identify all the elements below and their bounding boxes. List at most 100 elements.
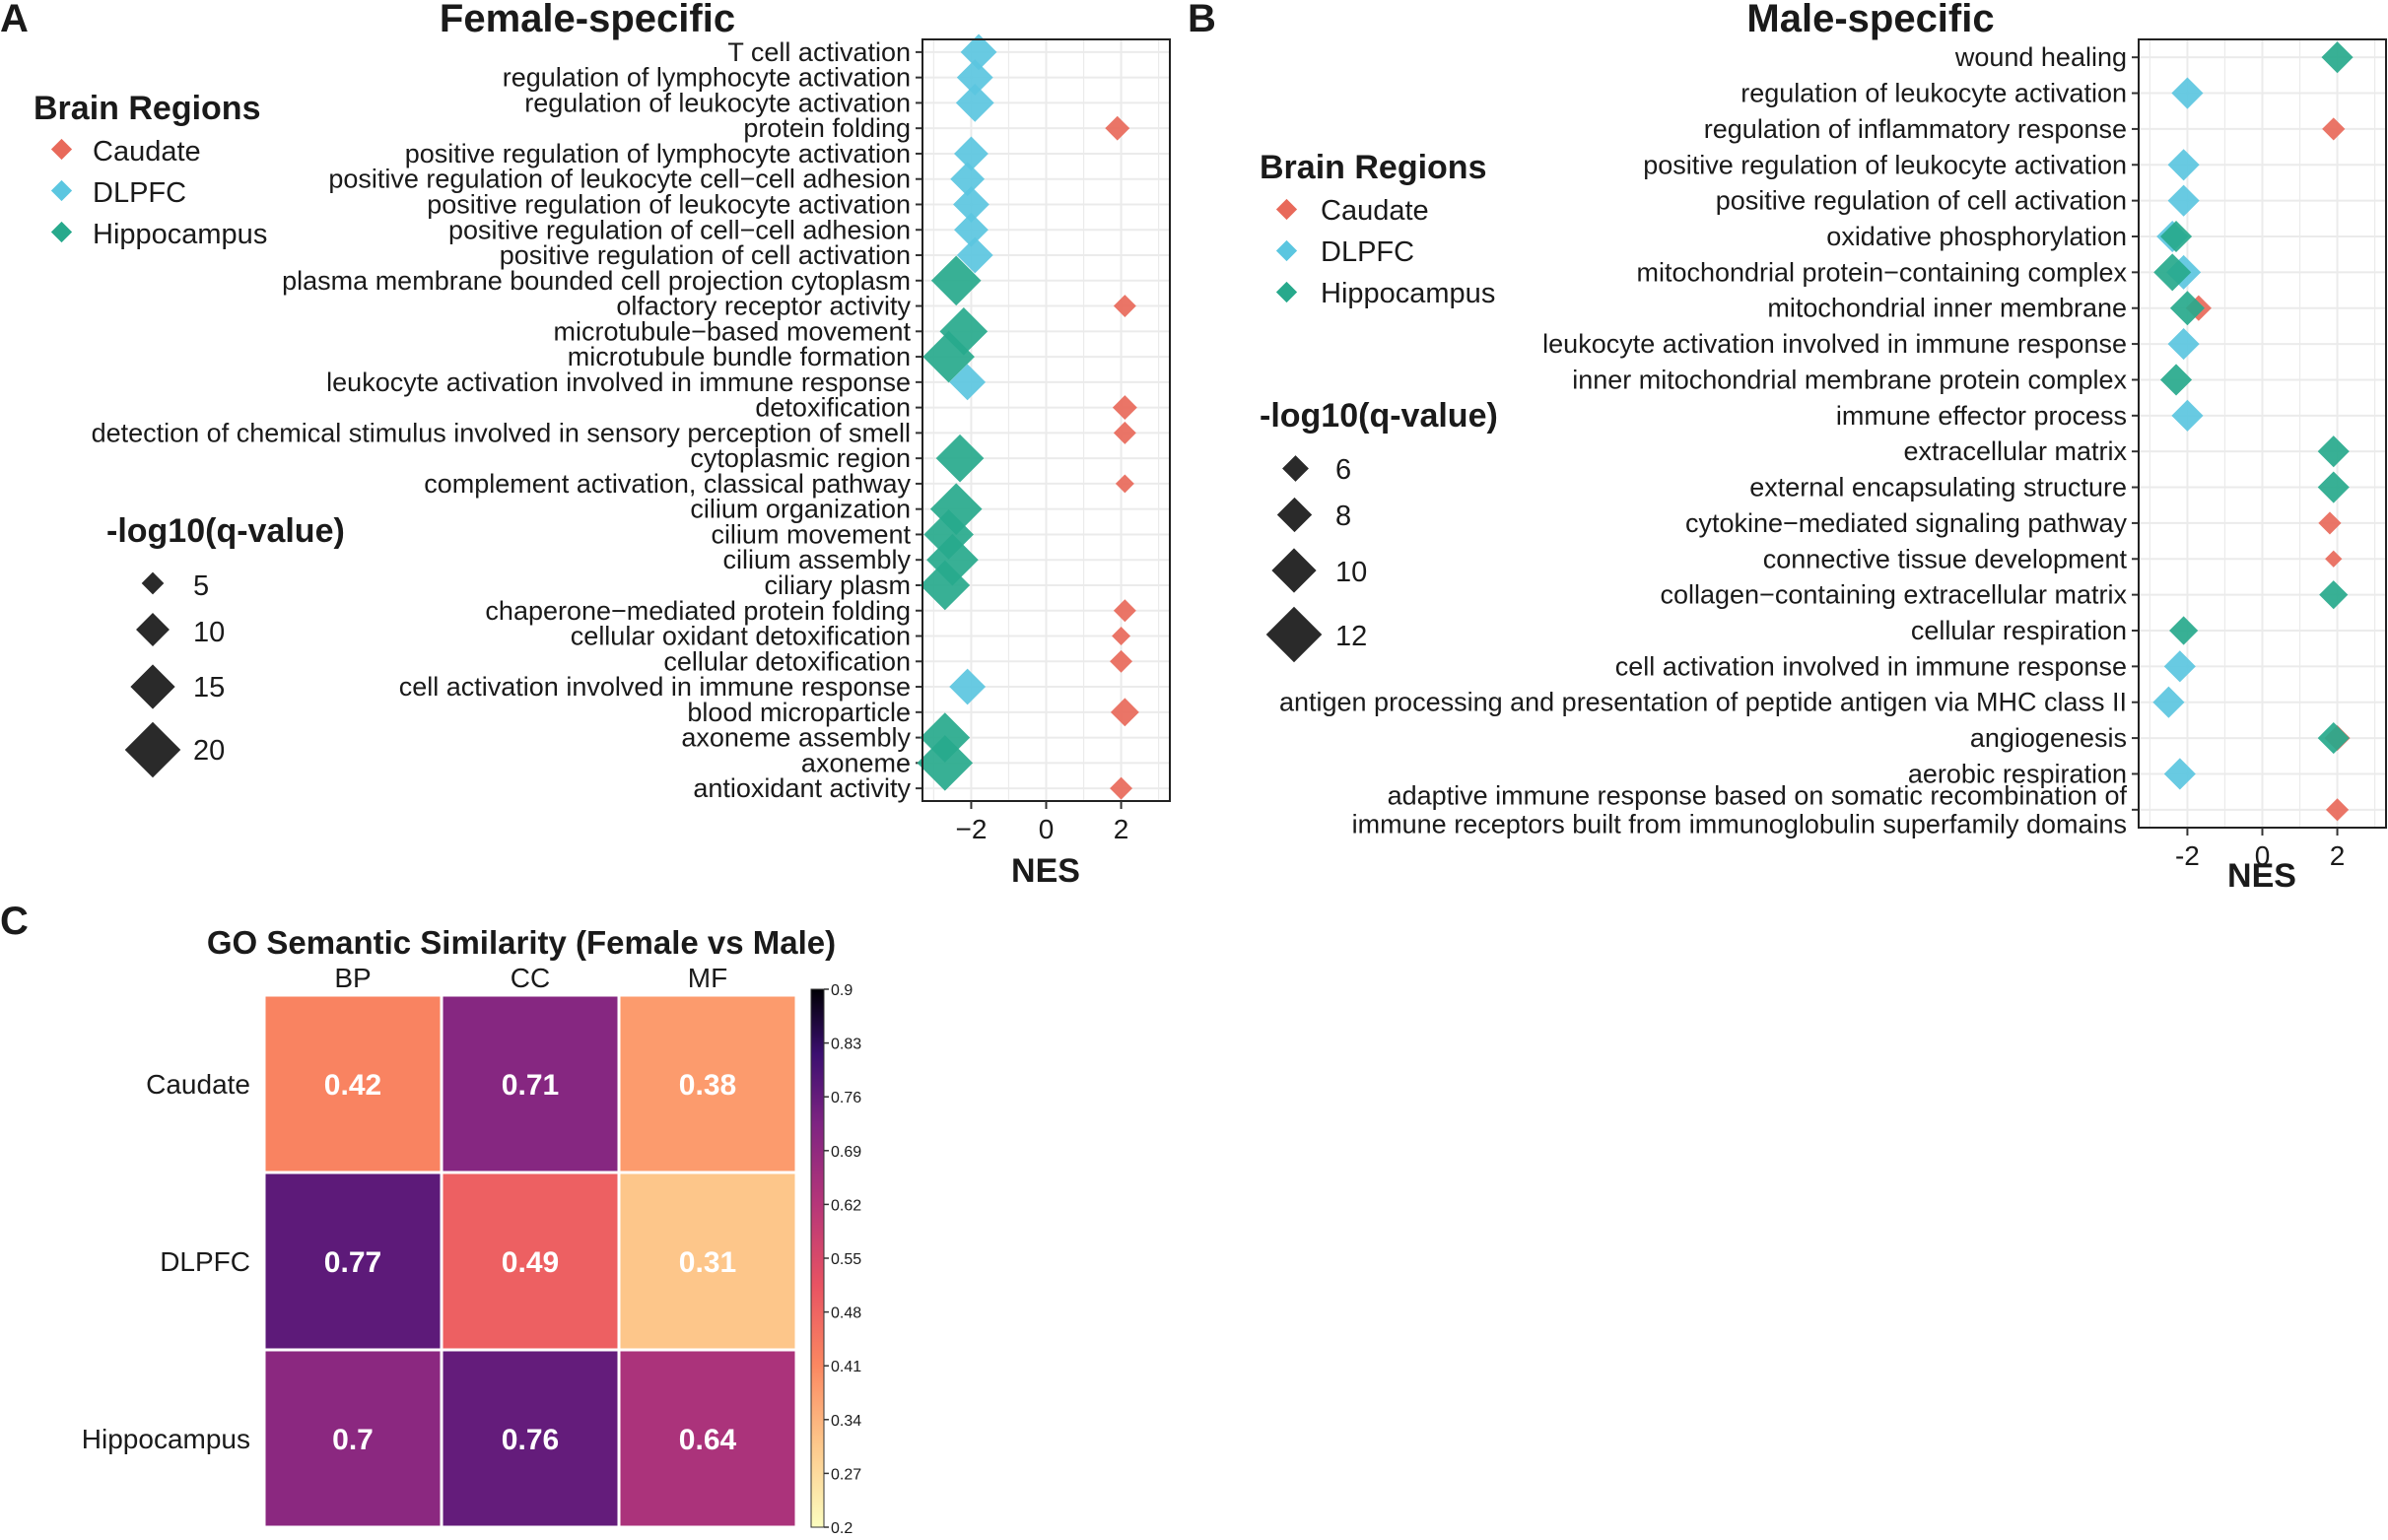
heatmap-value-caudate-mf: 0.38 — [679, 1069, 736, 1102]
size-legend-title: -log10(q-value) — [1260, 397, 1498, 435]
point-dlpfc-leukocyte-activation-involved-in-immune-response — [949, 364, 987, 401]
column-label-bp: BP — [334, 963, 371, 993]
panel-b-size-legend: -log10(q-value) 6 8 10 12 — [1260, 397, 1498, 663]
y-tick-label-leukocyte-activation-involved-in-immune-response: leukocyte activation involved in immune … — [326, 368, 911, 397]
legend-label-dlpfc: DLPFC — [1321, 236, 1414, 268]
heatmap-value-hippocampus-mf: 0.64 — [679, 1424, 737, 1456]
x-tick-label-2: 2 — [1114, 814, 1129, 844]
point-dlpfc-leukocyte-activation-involved-in-immune-response — [2167, 328, 2200, 361]
heatmap-cell-hippocampus-mf — [617, 1348, 798, 1529]
heatmap-value-dlpfc-bp: 0.77 — [324, 1246, 381, 1279]
size-key-15 — [130, 664, 175, 709]
size-key-12 — [1265, 606, 1323, 663]
heatmap-cell-dlpfc-bp — [262, 1171, 443, 1352]
colorbar-tick-label-3: 0.69 — [831, 1144, 861, 1161]
y-tick-label-plasma-membrane-bounded-cell-projection-cytoplasm: plasma membrane bounded cell projection … — [282, 266, 911, 296]
y-tick-label-cellular-respiration: cellular respiration — [1911, 616, 2127, 645]
y-tick-label-cellular-detoxification: cellular detoxification — [663, 646, 911, 676]
panel-a-title: Female-specific — [440, 0, 735, 40]
point-dlpfc-positive-regulation-of-cell-activation — [956, 236, 993, 274]
y-tick-label-cytoplasmic-region: cytoplasmic region — [690, 443, 911, 473]
y-tick-label-external-encapsulating-structure: external encapsulating structure — [1749, 473, 2127, 502]
panel-b: B Male-specific Brain Regions Caudate DL… — [1188, 0, 2387, 895]
heatmap-cell-caudate-cc — [440, 993, 621, 1174]
heatmap-value-hippocampus-bp: 0.7 — [332, 1424, 374, 1456]
point-caudate-chaperone-mediated-protein-folding — [1113, 599, 1136, 623]
y-tick-label-regulation-of-inflammatory-response: regulation of inflammatory response — [1704, 114, 2127, 144]
heatmap-value-dlpfc-mf: 0.31 — [679, 1246, 736, 1279]
size-key-10 — [136, 613, 170, 646]
row-label-hippocampus: Hippocampus — [82, 1424, 250, 1454]
legend-label-hippocampus: Hippocampus — [1321, 278, 1495, 309]
y-tick-label-ciliary-plasm: ciliary plasm — [764, 570, 911, 600]
size-label-10: 10 — [193, 617, 225, 648]
y-tick-label-t-cell-activation: T cell activation — [727, 37, 911, 67]
legend-label-dlpfc: DLPFC — [93, 177, 186, 209]
panel-c: C GO Semantic Similarity (Female vs Male… — [0, 900, 861, 1537]
y-tick-label-extracellular-matrix: extracellular matrix — [1903, 436, 2127, 466]
heatmap-colorbar — [810, 988, 825, 1528]
panel-a-x-ticks: −2 0 2 — [955, 801, 1128, 844]
y-tick-label-mitochondrial-protein-containing-complex: mitochondrial protein−containing complex — [1636, 257, 2127, 287]
point-dlpfc-aerobic-respiration — [2163, 758, 2196, 790]
y-tick-label-positive-regulation-of-lymphocyte-activation: positive regulation of lymphocyte activa… — [405, 139, 911, 168]
legend-title: Brain Regions — [1260, 149, 1486, 186]
point-hippocampus-extracellular-matrix — [2317, 435, 2350, 468]
point-hippocampus-wound-healing — [2321, 41, 2354, 74]
panel-c-label: C — [0, 900, 29, 943]
size-label-10: 10 — [1335, 557, 1367, 588]
y-tick-label-positive-regulation-of-leukocyte-activation: positive regulation of leukocyte activat… — [427, 189, 911, 219]
point-hippocampus-microtubule-bundle-formation — [922, 330, 975, 383]
y-tick-label-microtubule-bundle-formation: microtubule bundle formation — [568, 342, 911, 371]
heatmap-cell-dlpfc-mf — [617, 1171, 798, 1352]
heatmap-value-dlpfc-cc: 0.49 — [502, 1246, 559, 1279]
point-hippocampus-axoneme — [917, 735, 974, 791]
point-hippocampus-plasma-membrane-bounded-cell-projection-cytoplasm — [930, 255, 982, 306]
size-label-8: 8 — [1335, 501, 1351, 532]
size-key-10 — [1271, 548, 1317, 593]
x-tick-label-1: 0 — [2255, 840, 2271, 871]
point-caudate-cellular-detoxification — [1110, 649, 1133, 673]
panel-b-points — [2152, 41, 2354, 822]
colorbar-tick-label-6: 0.48 — [831, 1306, 861, 1322]
heatmap-column-labels: BP CC MF — [334, 963, 727, 993]
size-key-20 — [124, 721, 181, 778]
colorbar-tick-label-0: 0.9 — [831, 982, 853, 999]
size-key-6 — [1282, 455, 1309, 482]
y-tick-label-cell-activation-involved-in-immune-response: cell activation involved in immune respo… — [1615, 651, 2127, 681]
panel-b-x-axis-label: NES — [2227, 857, 2296, 895]
point-caudate-olfactory-receptor-activity — [1113, 295, 1136, 318]
heatmap-cell-caudate-mf — [617, 993, 798, 1174]
y-tick-label-positive-regulation-of-leukocyte-activation: positive regulation of leukocyte activat… — [1643, 150, 2127, 179]
point-caudate-protein-folding — [1105, 115, 1130, 141]
y-tick-label-cellular-oxidant-detoxification: cellular oxidant detoxification — [571, 622, 911, 651]
colorbar-tick-label-1: 0.83 — [831, 1037, 861, 1053]
size-label-15: 15 — [193, 672, 225, 703]
column-label-cc: CC — [511, 963, 550, 993]
panel-b-y-tick-labels: wound healing regulation of leukocyte act… — [1279, 42, 2139, 838]
point-caudate-blood-microparticle — [1110, 698, 1139, 727]
point-caudate-connective-tissue-development — [2325, 550, 2343, 568]
colorbar-tick-label-4: 0.62 — [831, 1197, 861, 1214]
panel-b-label: B — [1188, 0, 1216, 40]
y-tick-label-mitochondrial-inner-membrane: mitochondrial inner membrane — [1767, 294, 2127, 323]
legend-key-dlpfc — [50, 179, 73, 202]
column-label-mf: MF — [688, 963, 727, 993]
y-tick-label-cilium-assembly: cilium assembly — [722, 545, 911, 574]
point-dlpfc-positive-regulation-of-cell-activation — [2167, 184, 2200, 217]
y-tick-label-positive-regulation-of-leukocyte-cell-cell-adhesion: positive regulation of leukocyte cell−ce… — [328, 165, 911, 194]
colorbar-tick-label-5: 0.55 — [831, 1251, 861, 1268]
legend-label-hippocampus: Hippocampus — [93, 219, 267, 250]
y-tick-label-detoxification: detoxification — [755, 393, 911, 423]
y-tick-label-chaperone-mediated-protein-folding: chaperone−mediated protein folding — [485, 596, 911, 626]
point-hippocampus-cellular-respiration — [2169, 616, 2199, 645]
y-tick-label-cilium-movement: cilium movement — [711, 519, 911, 549]
y-tick-label-oxidative-phosphorylation: oxidative phosphorylation — [1826, 222, 2127, 251]
y-tick-label-inner-mitochondrial-membrane-protein-complex: inner mitochondrial membrane protein com… — [1572, 365, 2127, 394]
point-hippocampus-external-encapsulating-structure — [2317, 471, 2350, 503]
point-caudate-regulation-of-inflammatory-response — [2322, 117, 2346, 141]
size-label-20: 20 — [193, 735, 225, 767]
legend-key-hippocampus — [1275, 281, 1298, 303]
